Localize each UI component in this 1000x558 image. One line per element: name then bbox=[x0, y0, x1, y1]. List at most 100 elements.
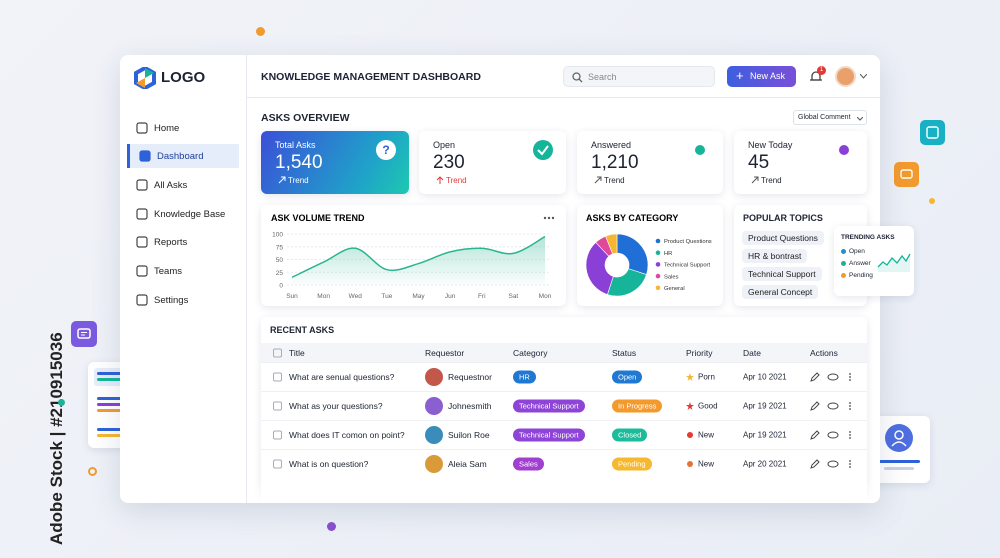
y-tick-label: 25 bbox=[276, 270, 284, 277]
icon-shape bbox=[136, 208, 148, 220]
ask-title[interactable]: What are senual questions? bbox=[289, 372, 395, 382]
priority-icon bbox=[687, 432, 693, 438]
legend-swatch bbox=[655, 250, 661, 255]
more-icon[interactable] bbox=[849, 408, 851, 410]
topic-tag[interactable]: General Concept bbox=[742, 285, 819, 299]
nav-item[interactable]: Settings bbox=[127, 288, 239, 312]
requestor-avatar bbox=[425, 397, 443, 415]
view-icon[interactable] bbox=[827, 431, 839, 439]
nav-label: Settings bbox=[154, 294, 189, 306]
action-icons bbox=[810, 459, 851, 469]
more-icon[interactable] bbox=[849, 437, 851, 439]
bell-icon[interactable] bbox=[809, 69, 823, 84]
checkbox[interactable] bbox=[273, 430, 282, 440]
date: Apr 19 2021 bbox=[743, 401, 787, 411]
stat-icon bbox=[695, 145, 705, 155]
topic-tag[interactable]: Product Questions bbox=[742, 231, 824, 245]
nav-item[interactable]: Teams bbox=[127, 259, 239, 283]
priority: New bbox=[698, 430, 715, 440]
stat-card: New Today 45 Trend bbox=[734, 131, 867, 194]
status-pill: Pending bbox=[612, 457, 652, 471]
ask-title[interactable]: What as your questions? bbox=[289, 401, 383, 411]
legend-swatch bbox=[841, 249, 846, 254]
nav-icon bbox=[136, 179, 148, 191]
more-icon[interactable] bbox=[849, 466, 851, 468]
more-icon[interactable] bbox=[849, 402, 851, 404]
search-box[interactable]: Search bbox=[563, 66, 715, 87]
more-icon[interactable] bbox=[849, 405, 851, 407]
stat-icon bbox=[533, 140, 553, 160]
topic-tag[interactable]: HR & bontrast bbox=[742, 249, 808, 263]
nav-label: All Asks bbox=[154, 179, 188, 191]
nav-item[interactable]: All Asks bbox=[127, 173, 239, 197]
requestor: Requestnor bbox=[448, 372, 492, 382]
legend-swatch bbox=[841, 261, 846, 266]
legend-swatch bbox=[841, 273, 846, 278]
stat-icon: ? bbox=[376, 140, 396, 160]
ask-title[interactable]: What is on question? bbox=[289, 459, 369, 469]
stat-card: Answered 1,210 Trend bbox=[577, 131, 723, 194]
arrow bbox=[594, 176, 602, 184]
nav-item[interactable]: Dashboard bbox=[127, 144, 239, 168]
date: Apr 10 2021 bbox=[743, 372, 787, 382]
view-icon[interactable] bbox=[827, 402, 839, 410]
x-tick-label: Mon bbox=[539, 293, 552, 300]
stat-icon bbox=[839, 145, 849, 155]
checkbox[interactable] bbox=[273, 459, 282, 469]
filter-dropdown[interactable]: Global Comment bbox=[793, 110, 867, 125]
pie-slice bbox=[605, 233, 618, 255]
nav-icon bbox=[136, 208, 148, 220]
help-icon bbox=[920, 120, 945, 145]
requestor: Suilon Roe bbox=[448, 430, 490, 440]
priority: Porn bbox=[698, 372, 715, 382]
edit-icon[interactable] bbox=[810, 372, 820, 382]
stat-label: New Today bbox=[748, 140, 793, 150]
card-title: RECENT ASKS bbox=[270, 325, 335, 335]
category-pill: Technical Support bbox=[513, 428, 585, 442]
icon-shape bbox=[136, 179, 148, 191]
nav-icon bbox=[139, 150, 151, 162]
status-pill: Closed bbox=[612, 428, 648, 442]
edit-icon[interactable] bbox=[810, 401, 820, 411]
nav-item[interactable]: Home bbox=[127, 116, 239, 140]
section-title: ASKS OVERVIEW bbox=[261, 112, 350, 124]
nav-item[interactable]: Knowledge Base bbox=[127, 202, 239, 226]
new-ask-button[interactable]: + New Ask bbox=[727, 66, 796, 87]
table-row: What does IT comon on point? Suilon Roe Te… bbox=[261, 420, 867, 449]
checkbox[interactable] bbox=[273, 401, 282, 411]
nav-item[interactable]: Reports bbox=[127, 230, 239, 254]
checkbox[interactable] bbox=[273, 372, 282, 382]
topic-tag[interactable]: Technical Support bbox=[742, 267, 822, 281]
ask-title[interactable]: What does IT comon on point? bbox=[289, 430, 405, 440]
status-pill: Open bbox=[612, 370, 643, 384]
star bbox=[686, 402, 694, 410]
more-icon[interactable] bbox=[849, 431, 851, 433]
more-icon[interactable] bbox=[849, 373, 851, 375]
icon-bg bbox=[839, 145, 849, 155]
arrow bbox=[751, 176, 759, 184]
pie-slice bbox=[607, 268, 647, 297]
icon-bg bbox=[376, 140, 396, 160]
requestor-avatar bbox=[425, 368, 443, 386]
requestor-avatar bbox=[425, 426, 443, 444]
view-icon[interactable] bbox=[827, 373, 839, 381]
more-icon[interactable] bbox=[849, 434, 851, 436]
more-icon[interactable] bbox=[849, 463, 851, 465]
nav-icon bbox=[136, 236, 148, 248]
more-icon[interactable] bbox=[849, 376, 851, 378]
checkbox[interactable] bbox=[273, 348, 282, 357]
legend-item: Pending bbox=[841, 272, 873, 279]
priority: New bbox=[698, 459, 715, 469]
column-header: Actions bbox=[810, 347, 838, 358]
legend-swatch bbox=[655, 262, 661, 267]
pie-slice bbox=[616, 233, 649, 275]
edit-icon[interactable] bbox=[810, 459, 820, 469]
more-icon[interactable] bbox=[849, 379, 851, 381]
edit-icon[interactable] bbox=[810, 430, 820, 440]
trend-label: Trend bbox=[604, 176, 625, 185]
more-icon[interactable] bbox=[849, 460, 851, 462]
view-icon[interactable] bbox=[827, 460, 839, 468]
avatar[interactable] bbox=[835, 66, 856, 87]
x-tick-label: Wed bbox=[349, 293, 363, 300]
